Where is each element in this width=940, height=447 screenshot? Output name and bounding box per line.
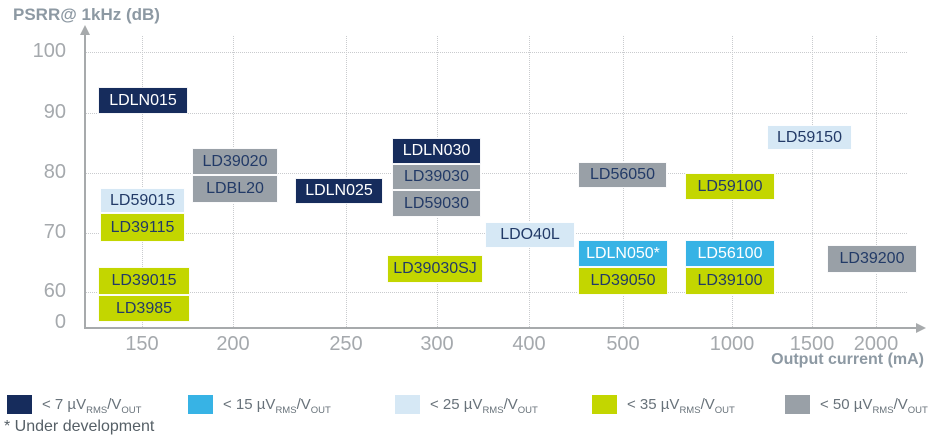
y-tick-label: 60 xyxy=(43,280,66,302)
product-box: LD39050 xyxy=(578,267,668,295)
x-axis-title: Output current (mA) xyxy=(771,351,924,368)
product-box: LDLN050* xyxy=(578,240,668,267)
product-box: LDLN025 xyxy=(295,178,383,204)
product-box: LDLN015 xyxy=(98,87,188,114)
footnote-under-development: * Under development xyxy=(4,418,155,435)
x-axis-line xyxy=(84,327,918,329)
product-box: LD59100 xyxy=(685,173,775,200)
legend-label-sub2: OUT xyxy=(714,405,735,416)
legend-label-sub1: RMS xyxy=(275,405,297,416)
product-box: LDBL20 xyxy=(192,175,278,203)
x-gridline xyxy=(142,36,143,327)
legend-label: < 50 µVRMS/VOUT xyxy=(820,396,928,416)
product-box: LD59030 xyxy=(392,190,481,217)
product-box: LDO40L xyxy=(485,222,575,248)
product-box: LDLN030 xyxy=(392,138,481,164)
product-box: LD39015 xyxy=(98,267,190,295)
legend-label-prefix: < 35 µV xyxy=(627,396,680,413)
x-tick-label: 300 xyxy=(420,333,454,355)
x-tick-label: 1500 xyxy=(789,333,835,355)
legend-label-sub1: RMS xyxy=(482,405,504,416)
legend-item: < 25 µVRMS/VOUT xyxy=(395,395,538,416)
x-tick-label: 1000 xyxy=(709,333,755,355)
legend-label-sub2: OUT xyxy=(121,405,142,416)
legend-label-prefix: < 7 µV xyxy=(42,396,87,413)
y-tick-label: 0 xyxy=(54,311,66,333)
x-tick-label: 500 xyxy=(606,333,640,355)
legend-label-sub1: RMS xyxy=(679,405,701,416)
product-box: LD39030 xyxy=(392,164,481,190)
legend-label: < 25 µVRMS/VOUT xyxy=(430,396,538,416)
y-axis-line xyxy=(84,34,86,328)
product-box: LD39115 xyxy=(100,213,185,242)
y-tick-label: 100 xyxy=(32,40,66,62)
x-tick-label: 150 xyxy=(125,333,159,355)
y-gridline xyxy=(85,292,907,293)
legend-label-sub1: RMS xyxy=(86,405,108,416)
product-box: LD3985 xyxy=(98,295,190,322)
legend-item: < 7 µVRMS/VOUT xyxy=(7,395,142,416)
product-box: LD59150 xyxy=(767,125,852,150)
x-gridline xyxy=(529,36,530,327)
y-axis-arrow-icon xyxy=(80,25,90,35)
legend-label-mid: /V xyxy=(107,396,122,413)
legend-color-swatch-icon xyxy=(785,395,810,414)
x-tick-label: 400 xyxy=(512,333,546,355)
x-tick-label: 2000 xyxy=(853,333,899,355)
product-box: LD59015 xyxy=(100,188,185,213)
x-gridline xyxy=(876,36,877,327)
legend-label: < 15 µVRMS/VOUT xyxy=(223,396,331,416)
product-box: LD56100 xyxy=(685,240,775,267)
legend-label-prefix: < 25 µV xyxy=(430,396,483,413)
x-gridline xyxy=(812,36,813,327)
legend-label-prefix: < 50 µV xyxy=(820,396,873,413)
product-box: LD56050 xyxy=(578,162,667,188)
legend-color-swatch-icon xyxy=(7,395,32,414)
legend-label-mid: /V xyxy=(893,396,908,413)
legend-label: < 7 µVRMS/VOUT xyxy=(42,396,142,416)
y-tick-label: 90 xyxy=(43,101,66,123)
x-axis-arrow-icon xyxy=(916,323,926,333)
x-tick-label: 250 xyxy=(329,333,363,355)
legend-label-mid: /V xyxy=(503,396,518,413)
legend-color-swatch-icon xyxy=(188,395,213,414)
legend-label-prefix: < 15 µV xyxy=(223,396,276,413)
x-tick-label: 200 xyxy=(216,333,250,355)
product-box: LD39100 xyxy=(685,267,775,295)
legend-item: < 35 µVRMS/VOUT xyxy=(592,395,735,416)
legend-color-swatch-icon xyxy=(592,395,617,414)
legend-label-mid: /V xyxy=(296,396,311,413)
y-gridline xyxy=(85,173,907,174)
y-tick-label: 70 xyxy=(43,221,66,243)
legend-label: < 35 µVRMS/VOUT xyxy=(627,396,735,416)
product-box: LD39020 xyxy=(192,148,278,175)
y-gridline xyxy=(85,52,907,53)
product-box: LD39030SJ xyxy=(387,255,483,283)
legend-color-swatch-icon xyxy=(395,395,420,414)
product-box: LD39200 xyxy=(827,245,917,273)
legend-label-sub2: OUT xyxy=(907,405,928,416)
legend-label-mid: /V xyxy=(700,396,715,413)
legend-label-sub2: OUT xyxy=(310,405,331,416)
y-axis-title: PSRR@ 1kHz (dB) xyxy=(13,5,160,24)
legend-item: < 50 µVRMS/VOUT xyxy=(785,395,928,416)
y-tick-label: 80 xyxy=(43,161,66,183)
legend-item: < 15 µVRMS/VOUT xyxy=(188,395,331,416)
legend-label-sub2: OUT xyxy=(517,405,538,416)
y-gridline xyxy=(85,113,907,114)
legend-label-sub1: RMS xyxy=(872,405,894,416)
